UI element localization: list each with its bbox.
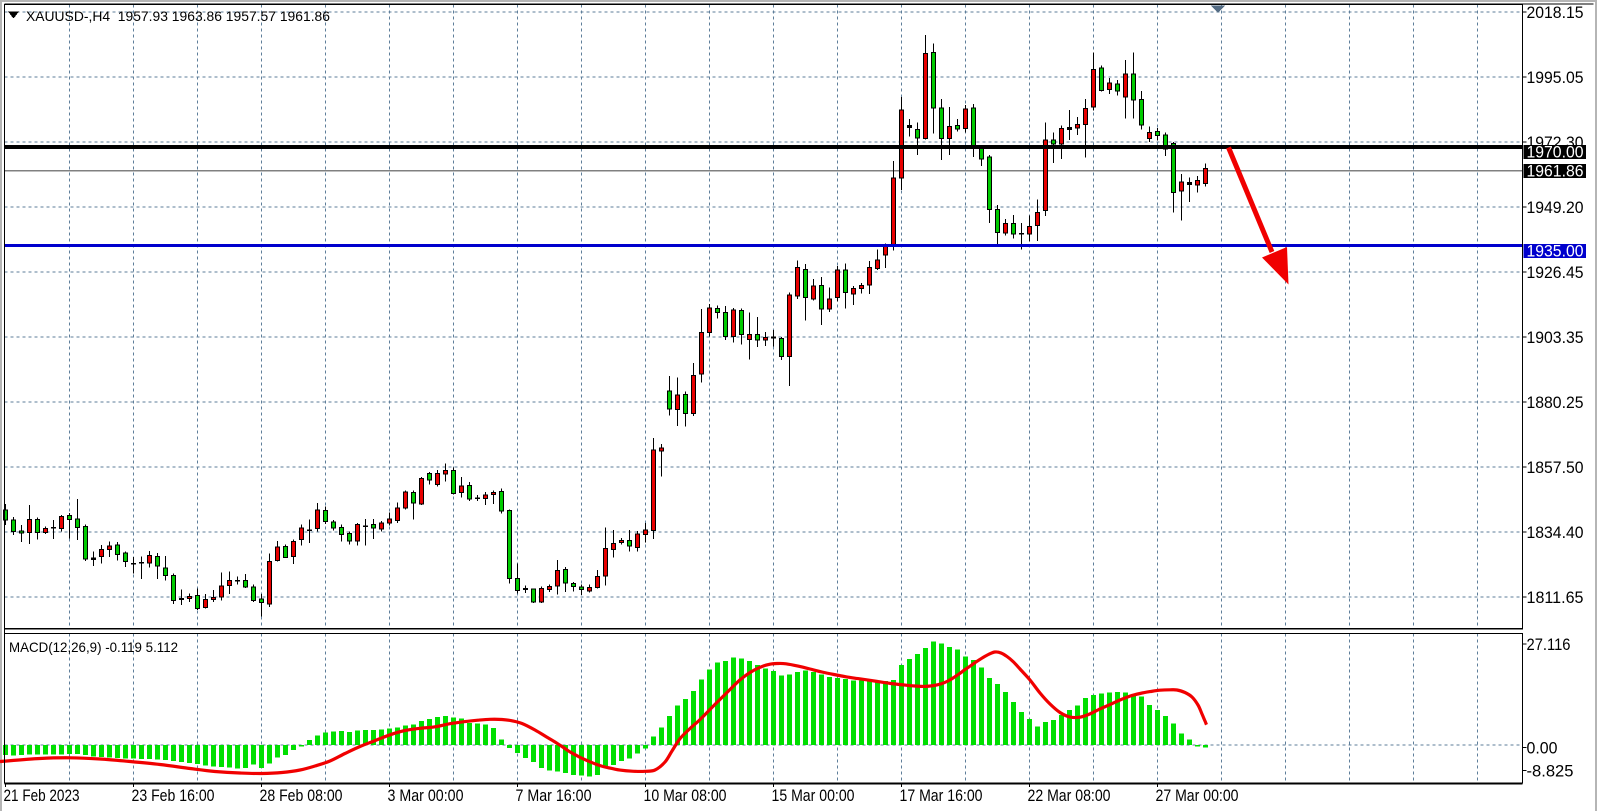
svg-text:2018.15: 2018.15 bbox=[1527, 3, 1584, 22]
svg-text:0.00: 0.00 bbox=[1527, 739, 1558, 758]
svg-text:1949.20: 1949.20 bbox=[1527, 198, 1584, 217]
svg-text:3 Mar 00:00: 3 Mar 00:00 bbox=[388, 786, 464, 805]
svg-text:XAUUSD-,H4 1957.93 1963.86 19: XAUUSD-,H4 1957.93 1963.86 1957.57 1961.… bbox=[26, 9, 330, 24]
svg-text:15 Mar 00:00: 15 Mar 00:00 bbox=[772, 786, 855, 805]
svg-text:1935.00: 1935.00 bbox=[1527, 242, 1584, 261]
svg-text:10 Mar 08:00: 10 Mar 08:00 bbox=[644, 786, 727, 805]
svg-text:1880.25: 1880.25 bbox=[1527, 393, 1584, 412]
svg-text:1857.50: 1857.50 bbox=[1527, 458, 1584, 477]
svg-text:1961.86: 1961.86 bbox=[1527, 162, 1584, 181]
svg-text:1903.35: 1903.35 bbox=[1527, 328, 1584, 347]
svg-text:-8.825: -8.825 bbox=[1527, 762, 1574, 781]
svg-text:27 Mar 00:00: 27 Mar 00:00 bbox=[1156, 786, 1239, 805]
svg-text:7 Mar 16:00: 7 Mar 16:00 bbox=[516, 786, 592, 805]
svg-text:1995.05: 1995.05 bbox=[1527, 68, 1584, 87]
svg-text:27.116: 27.116 bbox=[1527, 635, 1571, 654]
svg-text:1834.40: 1834.40 bbox=[1527, 523, 1584, 542]
svg-text:23 Feb 16:00: 23 Feb 16:00 bbox=[132, 786, 215, 805]
svg-text:28 Feb 08:00: 28 Feb 08:00 bbox=[260, 786, 343, 805]
svg-text:1926.45: 1926.45 bbox=[1527, 263, 1584, 282]
svg-text:MACD(12,26,9) -0.119 5.112: MACD(12,26,9) -0.119 5.112 bbox=[9, 640, 178, 655]
svg-text:17 Mar 16:00: 17 Mar 16:00 bbox=[900, 786, 983, 805]
svg-text:1970.00: 1970.00 bbox=[1527, 143, 1584, 162]
svg-text:22 Mar 08:00: 22 Mar 08:00 bbox=[1028, 786, 1111, 805]
svg-text:1811.65: 1811.65 bbox=[1527, 588, 1584, 607]
svg-text:21 Feb 2023: 21 Feb 2023 bbox=[4, 786, 80, 805]
